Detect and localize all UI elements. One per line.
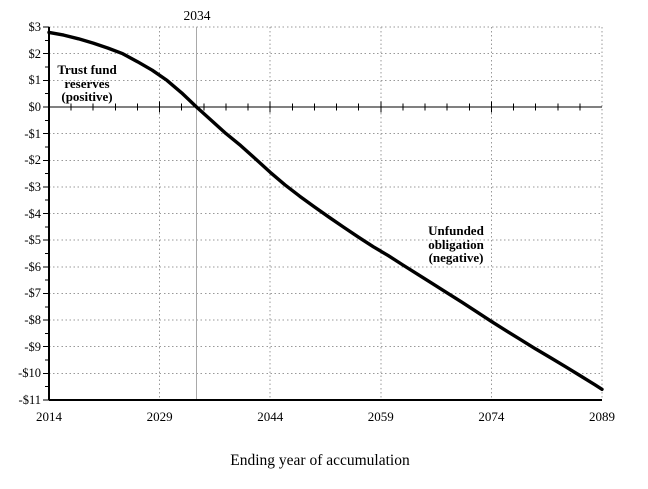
depletion-year-label: 2034: [183, 8, 211, 23]
y-tick-label: $1: [28, 73, 42, 88]
x-tick-label: 2074: [478, 409, 505, 424]
x-tick-label: 2029: [146, 409, 173, 424]
y-tick-label: -$6: [24, 259, 41, 274]
x-tick-label: 2044: [257, 409, 284, 424]
y-tick-label: -$10: [18, 366, 41, 381]
y-tick-label: -$9: [24, 339, 41, 354]
data-curve: [47, 30, 604, 391]
annotation-trust-fund-reserves: Trust fund reserves (positive): [57, 62, 117, 104]
y-tick-label: -$11: [18, 393, 41, 407]
y-tick-label: -$3: [24, 179, 41, 194]
x-tick-label: 2089: [589, 409, 615, 424]
x-tick-label: 2059: [367, 409, 394, 424]
y-tick-label: -$2: [24, 153, 41, 168]
x-axis-title: Ending year of accumulation: [230, 452, 410, 469]
y-tick-label: -$4: [24, 206, 41, 221]
y-tick-label: -$7: [24, 286, 41, 301]
y-tick-label: -$1: [24, 126, 41, 141]
x-tick-label: 2014: [36, 409, 62, 424]
y-tick-label: $0: [28, 100, 42, 114]
y-tick-label: -$5: [24, 233, 41, 248]
y-tick-label: $2: [28, 46, 42, 61]
y-tick-label: -$8: [24, 313, 41, 328]
annotation-unfunded-obligation: Unfunded obligation (negative): [428, 223, 484, 265]
y-tick-label: $3: [28, 20, 42, 35]
